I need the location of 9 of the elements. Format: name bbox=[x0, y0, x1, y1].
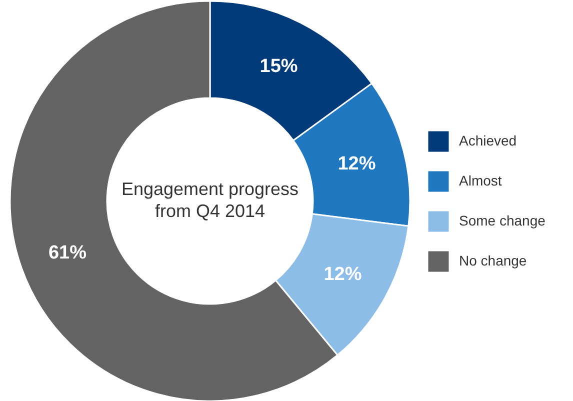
text: Engagement progress from Q4 2014 bbox=[121, 179, 299, 221]
legend-label: Achieved bbox=[459, 132, 517, 148]
data-label: 12% bbox=[324, 264, 362, 285]
data-label: 15% bbox=[260, 56, 298, 78]
legend-label: Almost bbox=[459, 172, 502, 188]
data-label: 61% bbox=[48, 242, 87, 264]
legend-label: No change bbox=[459, 252, 527, 268]
legend-label: Some change bbox=[459, 212, 546, 228]
data-label: 12% bbox=[338, 153, 376, 174]
